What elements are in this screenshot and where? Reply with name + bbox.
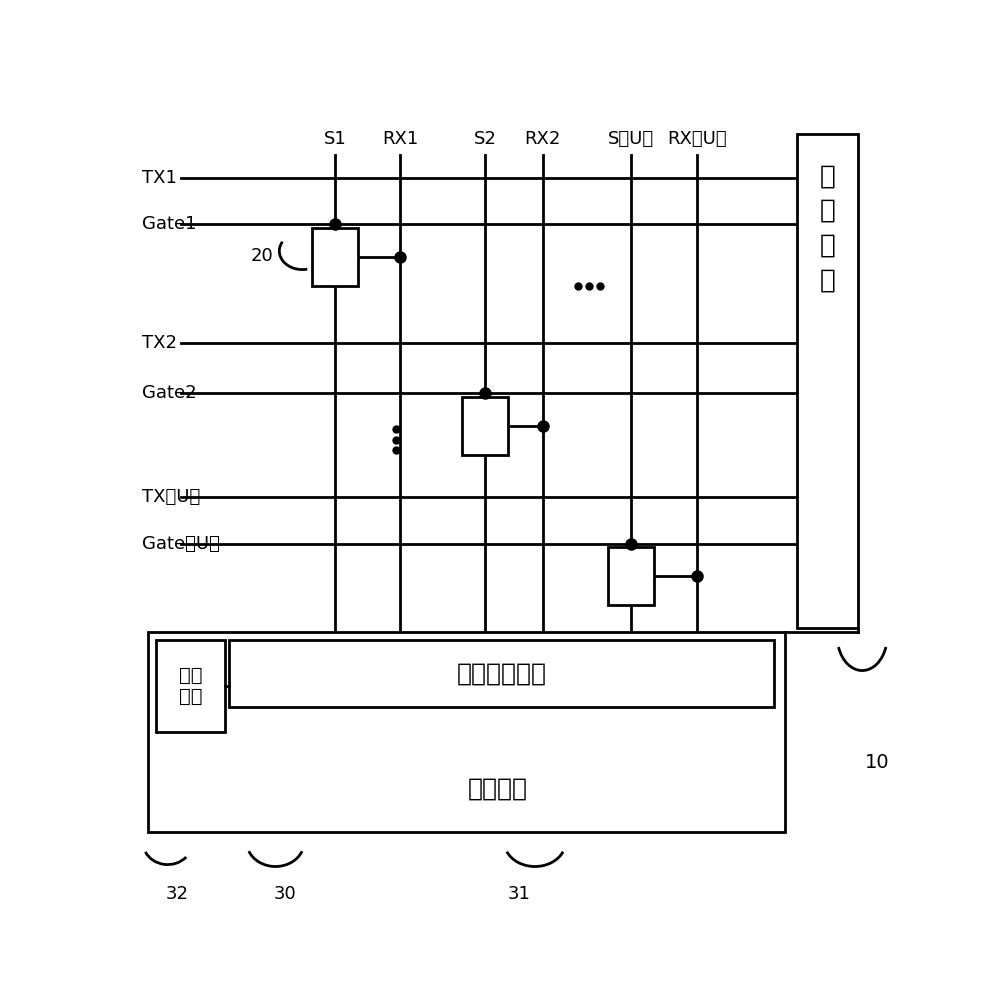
Bar (156, 640, 226, 732)
Text: 模: 模 (819, 233, 835, 259)
Text: Gate2: Gate2 (142, 384, 197, 402)
Bar (148, 632, 784, 832)
Bar (229, 640, 773, 707)
Text: 32: 32 (165, 885, 188, 903)
Text: S（U）: S（U） (607, 130, 654, 148)
Text: Gate（U）: Gate（U） (142, 534, 220, 552)
Bar (461, 397, 508, 455)
Text: RX1: RX1 (382, 130, 417, 148)
Text: TX（U）: TX（U） (142, 488, 201, 506)
Text: 信号采集模块: 信号采集模块 (456, 661, 546, 685)
Bar (796, 134, 858, 628)
Text: 10: 10 (865, 753, 889, 772)
Text: 20: 20 (249, 247, 272, 265)
Text: RX2: RX2 (524, 130, 561, 148)
Bar (311, 228, 358, 286)
Text: TX1: TX1 (142, 169, 177, 187)
Text: 模块: 模块 (179, 687, 203, 706)
Text: S1: S1 (323, 130, 346, 148)
Text: S2: S2 (473, 130, 496, 148)
Text: 31: 31 (508, 885, 531, 903)
Text: TX2: TX2 (142, 334, 177, 352)
Text: 控制: 控制 (179, 666, 203, 685)
Text: 驱: 驱 (819, 163, 835, 189)
Text: 块: 块 (819, 267, 835, 293)
Text: RX（U）: RX（U） (666, 130, 726, 148)
Text: Gate1: Gate1 (142, 215, 197, 233)
Text: 30: 30 (273, 885, 296, 903)
Text: 读取模块: 读取模块 (467, 776, 527, 800)
Text: 动: 动 (819, 198, 835, 224)
Bar (607, 547, 654, 605)
